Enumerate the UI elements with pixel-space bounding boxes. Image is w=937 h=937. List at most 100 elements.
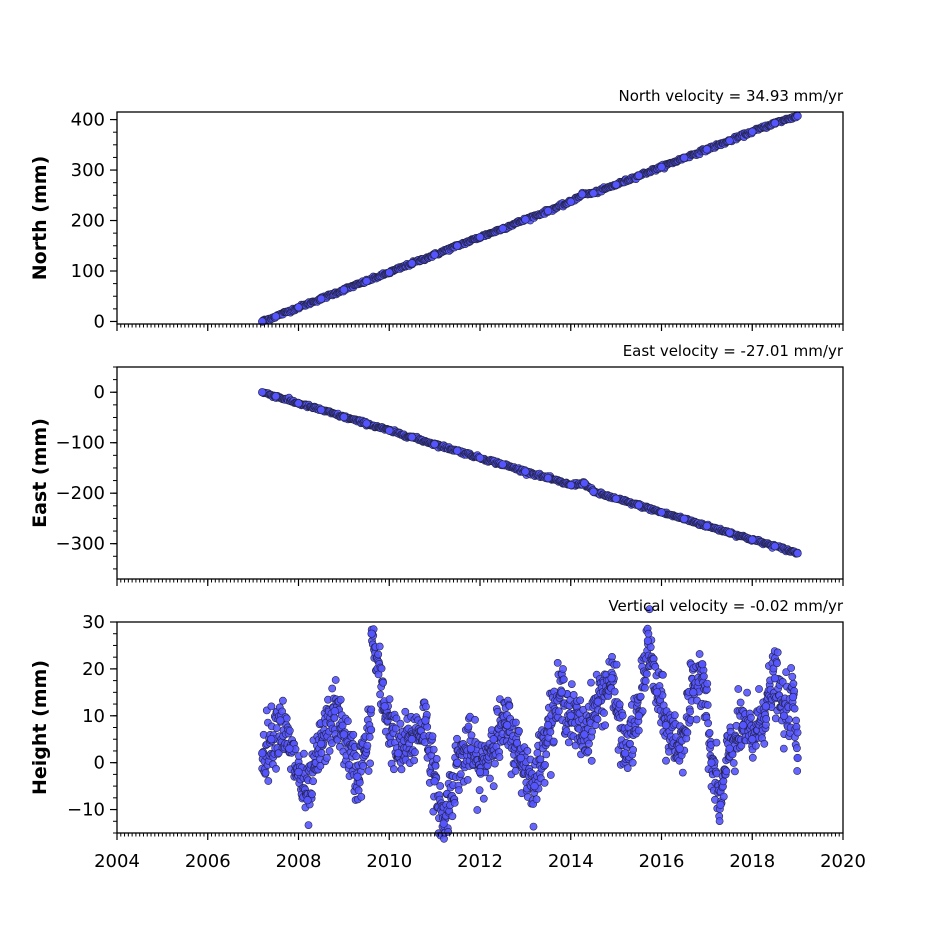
height-data-point bbox=[793, 753, 802, 763]
north-data-point bbox=[475, 233, 485, 242]
height-ytick-label: −10 bbox=[67, 800, 105, 821]
height-data-point bbox=[788, 692, 798, 702]
east-data-point bbox=[294, 399, 303, 408]
height-data-point bbox=[643, 636, 653, 645]
height-data-point bbox=[748, 735, 757, 744]
height-data-point bbox=[407, 735, 417, 744]
east-data-point bbox=[362, 419, 371, 428]
panel-height: −10 0 10 20 30 Vertical velocity = -0.02 mm/y… bbox=[29, 597, 844, 843]
east-data-point bbox=[793, 549, 802, 558]
north-data-point bbox=[725, 136, 734, 145]
east-data-point bbox=[385, 426, 394, 435]
east-data-point bbox=[430, 440, 439, 449]
east-ytick-label: 0 bbox=[94, 382, 105, 403]
east-data-point bbox=[453, 446, 462, 455]
east-data-point bbox=[611, 494, 621, 503]
east-data-point bbox=[566, 481, 575, 490]
north-ytick-label: 400 bbox=[71, 110, 105, 131]
height-data-point bbox=[330, 706, 339, 716]
east-data-point bbox=[317, 405, 326, 415]
north-marker-cloud bbox=[258, 111, 802, 326]
north-data-point bbox=[407, 259, 417, 268]
height-data-point bbox=[430, 777, 439, 786]
north-data-point bbox=[453, 241, 462, 250]
height-data-point bbox=[634, 711, 643, 720]
north-data-point bbox=[611, 180, 621, 189]
height-data-point bbox=[258, 749, 267, 758]
xtick-label: 2016 bbox=[639, 851, 685, 872]
north-data-point bbox=[362, 277, 371, 286]
east-ytick-label: −300 bbox=[56, 534, 105, 555]
east-data-point bbox=[339, 412, 349, 422]
east-data-point bbox=[748, 535, 757, 544]
east-marker-cloud bbox=[258, 388, 802, 558]
height-data-point bbox=[516, 753, 525, 763]
north-data-point bbox=[317, 294, 326, 303]
height-data-point bbox=[557, 688, 566, 697]
height-data-point bbox=[339, 730, 349, 739]
north-velocity-title: North velocity = 34.93 mm/yr bbox=[619, 87, 844, 105]
height-data-point bbox=[661, 721, 671, 730]
height-data-point bbox=[267, 735, 276, 744]
north-data-point bbox=[521, 215, 530, 224]
xtick-label: 2008 bbox=[276, 851, 322, 872]
xtick-label: 2006 bbox=[185, 851, 231, 872]
height-data-point bbox=[779, 711, 789, 720]
panel-north: 0 100 200 300 400 North velocity = 34.93 mm/y… bbox=[29, 87, 844, 332]
height-data-point bbox=[607, 674, 616, 683]
height-data-point bbox=[466, 744, 476, 753]
north-ytick-label: 100 bbox=[71, 261, 105, 282]
height-ytick-label: 20 bbox=[82, 659, 105, 680]
height-data-point bbox=[698, 660, 707, 669]
east-data-point bbox=[258, 388, 267, 397]
east-data-point bbox=[634, 501, 643, 510]
north-data-point bbox=[770, 118, 780, 128]
xtick-label: 2010 bbox=[366, 851, 412, 872]
height-data-point bbox=[652, 688, 662, 697]
east-axes-frame bbox=[116, 366, 844, 580]
east-data-point bbox=[521, 467, 530, 476]
height-data-point bbox=[353, 772, 362, 781]
height-data-point bbox=[530, 781, 539, 791]
panel-east: 0 −100 −200 −300 East velocity = -27.01 mm/y… bbox=[29, 342, 844, 586]
height-data-point bbox=[276, 716, 285, 725]
height-data-point bbox=[739, 721, 748, 730]
north-data-point bbox=[793, 111, 802, 121]
height-data-point bbox=[621, 749, 630, 758]
north-data-point bbox=[577, 190, 587, 199]
height-data-point bbox=[761, 702, 771, 711]
north-ytick-label: 200 bbox=[71, 211, 105, 232]
height-data-point bbox=[367, 629, 376, 638]
height-data-point bbox=[716, 800, 725, 810]
height-ytick-label: 10 bbox=[82, 706, 105, 727]
north-data-point bbox=[271, 312, 280, 321]
north-data-point bbox=[634, 171, 643, 180]
east-ytick-label: −100 bbox=[56, 433, 105, 454]
north-data-point bbox=[566, 197, 575, 206]
east-data-point bbox=[702, 521, 712, 531]
north-ylabel: North (mm) bbox=[29, 156, 51, 281]
height-data-point bbox=[566, 711, 575, 720]
east-data-point bbox=[657, 508, 666, 517]
east-data-point bbox=[543, 473, 553, 483]
east-data-point bbox=[580, 479, 589, 488]
north-data-point bbox=[748, 127, 757, 136]
height-data-point bbox=[394, 749, 403, 758]
east-data-point bbox=[407, 433, 417, 442]
height-data-point bbox=[770, 674, 780, 683]
xtick-label: 2020 bbox=[820, 851, 866, 872]
height-data-point bbox=[380, 702, 389, 711]
height-data-point bbox=[303, 796, 312, 805]
north-data-point bbox=[589, 189, 598, 198]
height-data-point bbox=[421, 716, 430, 725]
north-data-point bbox=[339, 285, 349, 294]
east-data-point bbox=[725, 528, 734, 537]
height-velocity-title: Vertical velocity = -0.02 mm/yr bbox=[608, 597, 843, 615]
north-ytick-label: 0 bbox=[94, 311, 105, 332]
east-data-point bbox=[271, 392, 280, 401]
north-data-point bbox=[385, 268, 394, 277]
north-data-point bbox=[657, 162, 666, 172]
east-velocity-title: East velocity = -27.01 mm/yr bbox=[623, 342, 844, 360]
height-data-point bbox=[475, 767, 485, 777]
